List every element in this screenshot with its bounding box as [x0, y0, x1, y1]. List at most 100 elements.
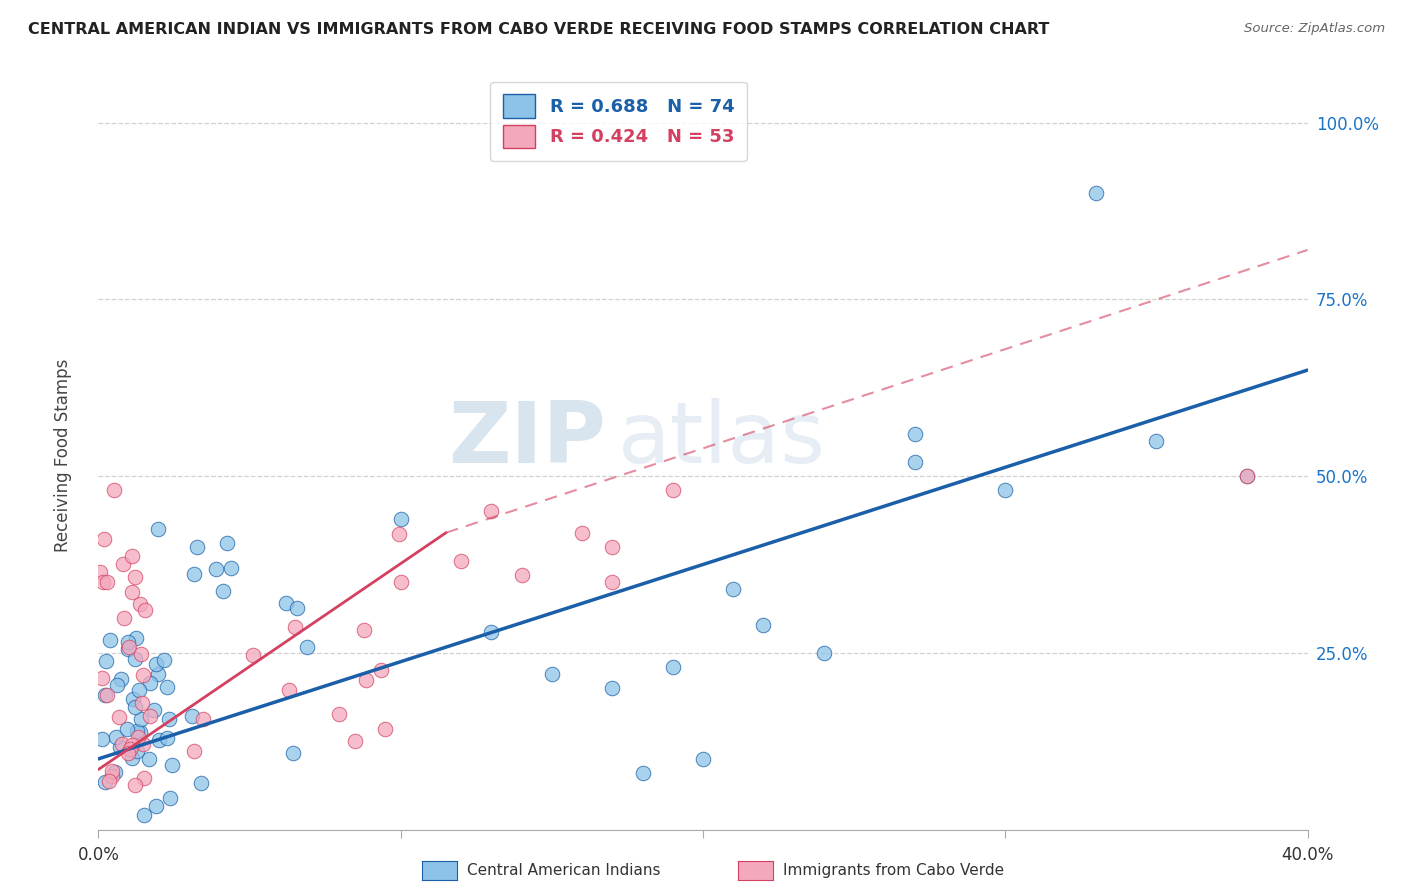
Point: [295, 640, 318, 654]
Point: [540, 667, 562, 681]
Point: [94, 775, 117, 789]
Point: [96, 574, 118, 589]
Point: [181, 709, 204, 723]
Point: [602, 540, 624, 554]
Point: [205, 562, 228, 576]
Point: [162, 757, 184, 772]
Point: [134, 808, 156, 822]
Point: [128, 682, 150, 697]
Y-axis label: Receiving Food Stamps: Receiving Food Stamps: [53, 359, 72, 551]
Point: [131, 696, 153, 710]
Point: [723, 582, 745, 597]
Point: [156, 731, 179, 745]
Point: [1236, 469, 1258, 483]
Point: [148, 732, 170, 747]
Point: [104, 765, 127, 780]
Point: [129, 597, 152, 611]
Legend: R = 0.688   N = 74, R = 0.424   N = 53: R = 0.688 N = 74, R = 0.424 N = 53: [489, 82, 747, 161]
Point: [111, 737, 134, 751]
Point: [183, 744, 205, 758]
Point: [661, 483, 683, 498]
Point: [354, 673, 377, 688]
Point: [120, 742, 142, 756]
Point: [93, 532, 115, 546]
Point: [111, 557, 134, 571]
Point: [124, 778, 146, 792]
Point: [661, 660, 683, 674]
Point: [108, 710, 131, 724]
Point: [121, 738, 143, 752]
Point: [138, 752, 160, 766]
Text: ZIP: ZIP: [449, 399, 606, 482]
Point: [145, 657, 167, 671]
Point: [602, 681, 624, 696]
Point: [752, 617, 775, 632]
Point: [145, 798, 167, 813]
Point: [994, 483, 1017, 498]
Text: CENTRAL AMERICAN INDIAN VS IMMIGRANTS FROM CABO VERDE RECEIVING FOOD STAMPS CORR: CENTRAL AMERICAN INDIAN VS IMMIGRANTS FR…: [28, 22, 1049, 37]
Point: [125, 724, 148, 739]
Point: [110, 672, 132, 686]
Point: [278, 683, 301, 698]
Point: [1236, 469, 1258, 483]
Point: [91, 574, 114, 589]
Point: [131, 647, 153, 661]
Point: [125, 631, 148, 645]
Point: [146, 522, 169, 536]
Point: [389, 511, 412, 525]
Point: [124, 652, 146, 666]
Point: [146, 667, 169, 681]
Point: [117, 640, 139, 655]
Point: [274, 596, 297, 610]
Point: [191, 712, 214, 726]
Point: [481, 504, 503, 518]
Point: [108, 740, 131, 755]
Point: [285, 601, 308, 615]
Point: [353, 623, 375, 637]
Point: [117, 641, 139, 656]
Point: [183, 567, 205, 582]
Point: [98, 632, 121, 647]
Point: [481, 624, 503, 639]
Point: [374, 722, 396, 736]
Point: [121, 549, 143, 563]
Point: [190, 775, 212, 789]
Point: [388, 526, 411, 541]
Point: [96, 688, 118, 702]
Point: [121, 585, 143, 599]
Point: [129, 712, 152, 726]
Point: [283, 619, 305, 633]
Point: [157, 712, 180, 726]
Text: Source: ZipAtlas.com: Source: ZipAtlas.com: [1244, 22, 1385, 36]
Point: [114, 611, 136, 625]
Point: [127, 730, 149, 744]
Point: [343, 734, 366, 748]
Point: [132, 771, 155, 785]
Point: [132, 737, 155, 751]
Point: [212, 584, 235, 599]
Point: [1085, 186, 1108, 201]
Text: Central American Indians: Central American Indians: [467, 863, 661, 878]
Point: [142, 703, 165, 717]
Point: [103, 483, 125, 498]
Point: [115, 722, 138, 736]
Point: [221, 561, 243, 575]
Point: [101, 769, 124, 783]
Point: [904, 455, 927, 469]
Point: [215, 536, 238, 550]
Point: [602, 575, 624, 590]
Point: [117, 746, 139, 760]
Text: Immigrants from Cabo Verde: Immigrants from Cabo Verde: [783, 863, 1004, 878]
Point: [132, 667, 155, 681]
Point: [328, 706, 350, 721]
Point: [105, 678, 128, 692]
Point: [186, 540, 208, 554]
Point: [97, 774, 120, 789]
Point: [242, 648, 264, 663]
Text: atlas: atlas: [619, 399, 827, 482]
Point: [104, 730, 127, 744]
Point: [139, 676, 162, 690]
Point: [904, 426, 927, 441]
Point: [152, 653, 174, 667]
Point: [90, 672, 112, 686]
